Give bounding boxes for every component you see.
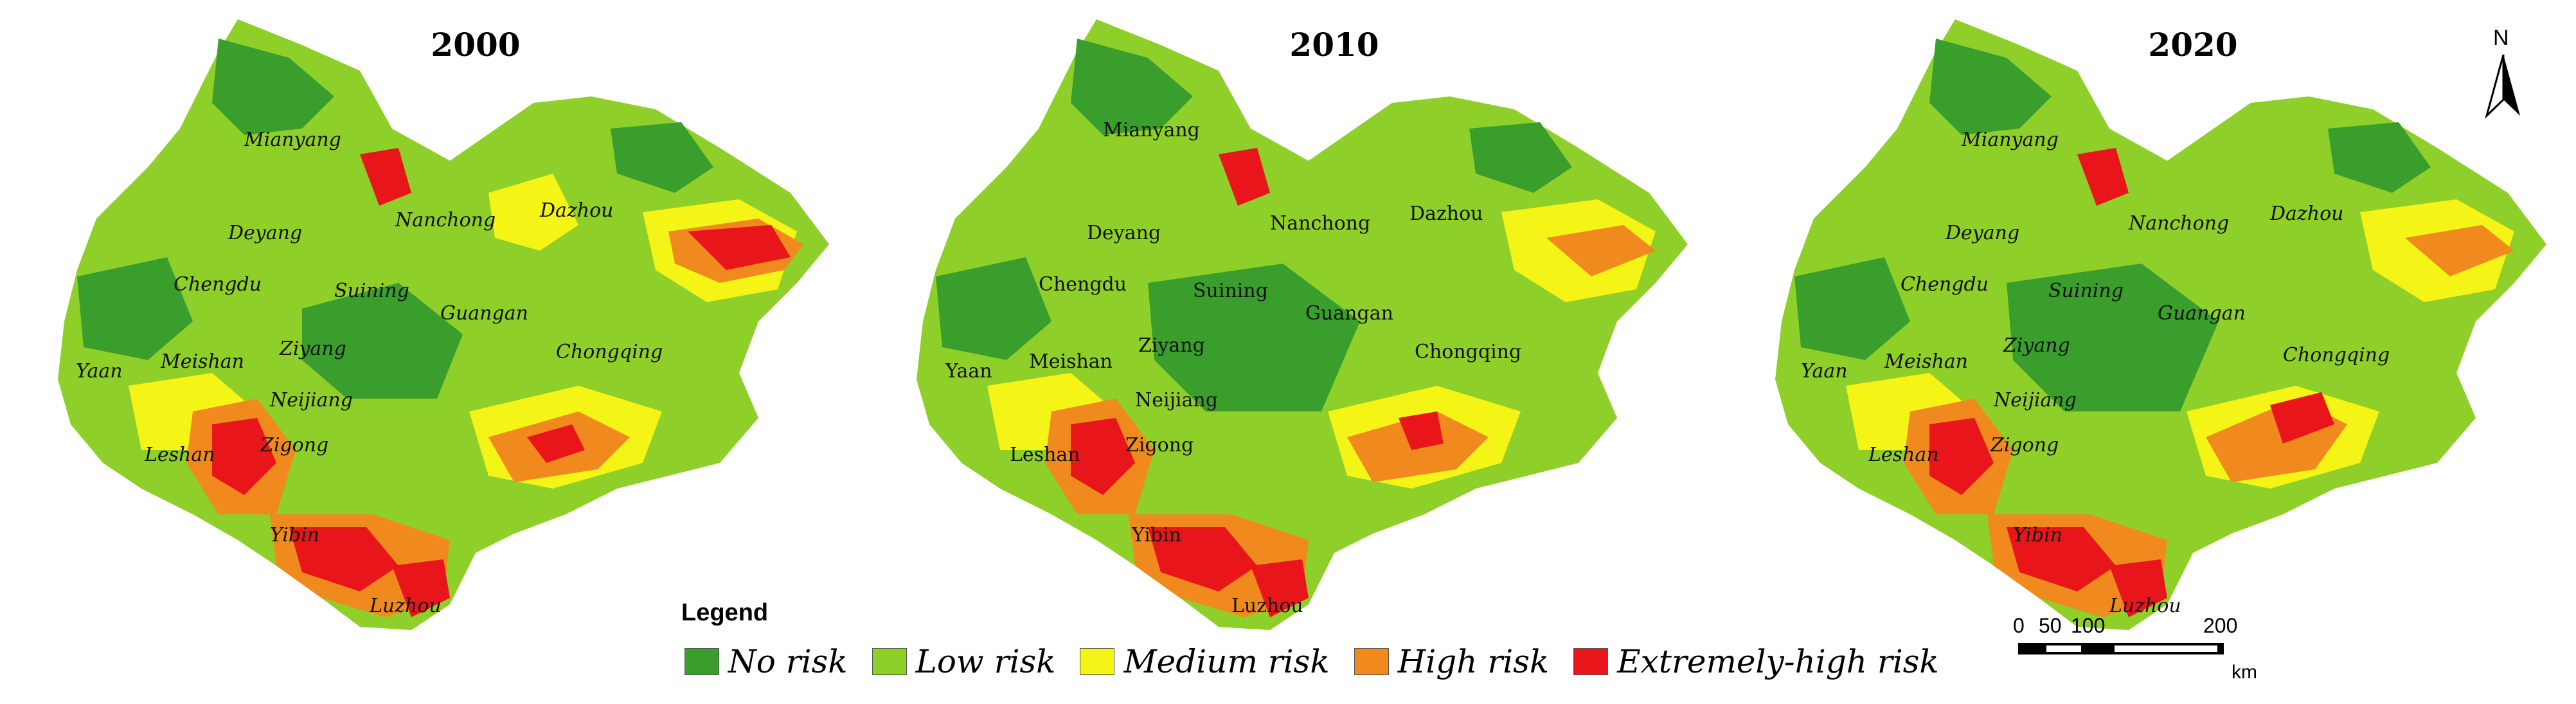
legend-label: Extremely-high risk xyxy=(1617,643,1939,680)
city-label-nanchong: Nanchong xyxy=(1270,212,1371,235)
legend-label: High risk xyxy=(1397,643,1550,680)
scale-tick-200: 200 xyxy=(2203,614,2238,637)
panel-year: 2020 xyxy=(2148,26,2238,64)
city-label-ziyang: Ziyang xyxy=(280,338,346,360)
city-label-chongqing: Chongqing xyxy=(556,341,663,363)
legend-title: Legend xyxy=(681,599,769,626)
city-label-mianyang: Mianyang xyxy=(244,129,341,151)
city-label-yaan: Yaan xyxy=(76,360,123,383)
city-label-luzhou: Luzhou xyxy=(370,595,442,617)
city-label-nanchong: Nanchong xyxy=(2129,212,2230,235)
legend-swatch xyxy=(872,648,907,675)
north-label: N xyxy=(2493,26,2509,50)
city-label-chengdu: Chengdu xyxy=(1901,273,1989,296)
scale-tick-0: 0 xyxy=(2013,614,2025,637)
city-label-chongqing: Chongqing xyxy=(2283,344,2390,366)
scale-unit: km xyxy=(2232,662,2257,683)
city-label-neijiang: Neijiang xyxy=(1135,389,1218,411)
city-label-nanchong: Nanchong xyxy=(395,209,496,231)
legend-label: Low risk xyxy=(915,643,1056,680)
north-arrow-icon xyxy=(2485,54,2520,119)
city-label-zigong: Zigong xyxy=(1125,434,1194,456)
city-label-neijiang: Neijiang xyxy=(270,389,353,411)
city-label-luzhou: Luzhou xyxy=(2109,595,2181,617)
legend-item-low-risk: Low risk xyxy=(872,643,1056,680)
city-label-neijiang: Neijiang xyxy=(1994,389,2077,411)
city-label-zigong: Zigong xyxy=(260,434,329,456)
city-label-yaan: Yaan xyxy=(945,360,992,383)
city-label-guangan: Guangan xyxy=(2158,302,2246,325)
legend-swatch xyxy=(1080,648,1115,675)
north-arrow: N xyxy=(2478,26,2529,129)
scale-tick-50: 50 xyxy=(2039,614,2062,637)
city-label-yibin: Yibin xyxy=(270,524,319,546)
city-label-dazhou: Dazhou xyxy=(540,199,614,222)
scale-bar: 0 50 100 200 km xyxy=(2013,614,2257,685)
city-label-chengdu: Chengdu xyxy=(1039,273,1127,296)
legend-swatch xyxy=(684,648,719,675)
legend-item-extremely-high-risk: Extremely-high risk xyxy=(1573,643,1939,680)
scale-tick-100: 100 xyxy=(2071,614,2106,637)
city-label-suining: Suining xyxy=(2048,280,2124,302)
city-label-luzhou: Luzhou xyxy=(1231,595,1303,617)
city-label-ziyang: Ziyang xyxy=(1138,334,1205,357)
legend-item-high-risk: High risk xyxy=(1354,643,1550,680)
map-panel-2020: 2020 Mianyang Deyang Nanchong Dazhou Che… xyxy=(1717,0,2576,704)
city-label-chengdu: Chengdu xyxy=(174,273,262,296)
city-label-meishan: Meishan xyxy=(1029,350,1113,373)
city-label-yibin: Yibin xyxy=(1132,524,1181,546)
city-label-zigong: Zigong xyxy=(1990,434,2059,456)
map-panel-2000: 2000 Mianyang Deyang Nanchong Dazhou Che… xyxy=(0,0,859,704)
risk-map-2010 xyxy=(917,19,1688,630)
risk-map-2020 xyxy=(1775,19,2546,630)
city-label-deyang: Deyang xyxy=(228,222,303,244)
legend-swatch xyxy=(1354,648,1389,675)
legend-item-medium-risk: Medium risk xyxy=(1080,643,1330,680)
legend-label: No risk xyxy=(728,643,848,680)
city-label-deyang: Deyang xyxy=(1945,222,2020,244)
city-label-chongqing: Chongqing xyxy=(1415,341,1522,363)
legend-item-no-risk: No risk xyxy=(684,643,848,680)
city-label-mianyang: Mianyang xyxy=(1962,129,2059,151)
city-label-mianyang: Mianyang xyxy=(1103,119,1200,141)
panel-year: 2000 xyxy=(431,26,521,64)
city-label-dazhou: Dazhou xyxy=(1409,203,1483,225)
risk-map-2000 xyxy=(58,19,829,630)
city-label-suining: Suining xyxy=(1193,280,1268,302)
panel-year: 2010 xyxy=(1289,26,1379,64)
city-label-leshan: Leshan xyxy=(145,444,215,466)
city-label-guangan: Guangan xyxy=(440,302,528,325)
city-label-yaan: Yaan xyxy=(1801,360,1848,383)
city-label-deyang: Deyang xyxy=(1087,222,1161,244)
city-label-meishan: Meishan xyxy=(161,350,244,373)
city-label-leshan: Leshan xyxy=(1010,444,1080,466)
city-label-dazhou: Dazhou xyxy=(2270,203,2344,225)
map-panel-2010: 2010 Mianyang Deyang Nanchong Dazhou Che… xyxy=(859,0,1717,704)
city-label-meishan: Meishan xyxy=(1884,350,1968,373)
scale-bar-graphic xyxy=(2018,643,2224,654)
legend-label: Medium risk xyxy=(1123,643,1330,680)
city-label-leshan: Leshan xyxy=(1868,444,1939,466)
city-label-suining: Suining xyxy=(334,280,409,302)
city-label-guangan: Guangan xyxy=(1305,302,1393,325)
legend: No risk Low risk Medium risk High risk E… xyxy=(684,643,1963,680)
city-label-ziyang: Ziyang xyxy=(2003,334,2070,357)
legend-swatch xyxy=(1573,648,1609,675)
city-label-yibin: Yibin xyxy=(2013,524,2062,546)
